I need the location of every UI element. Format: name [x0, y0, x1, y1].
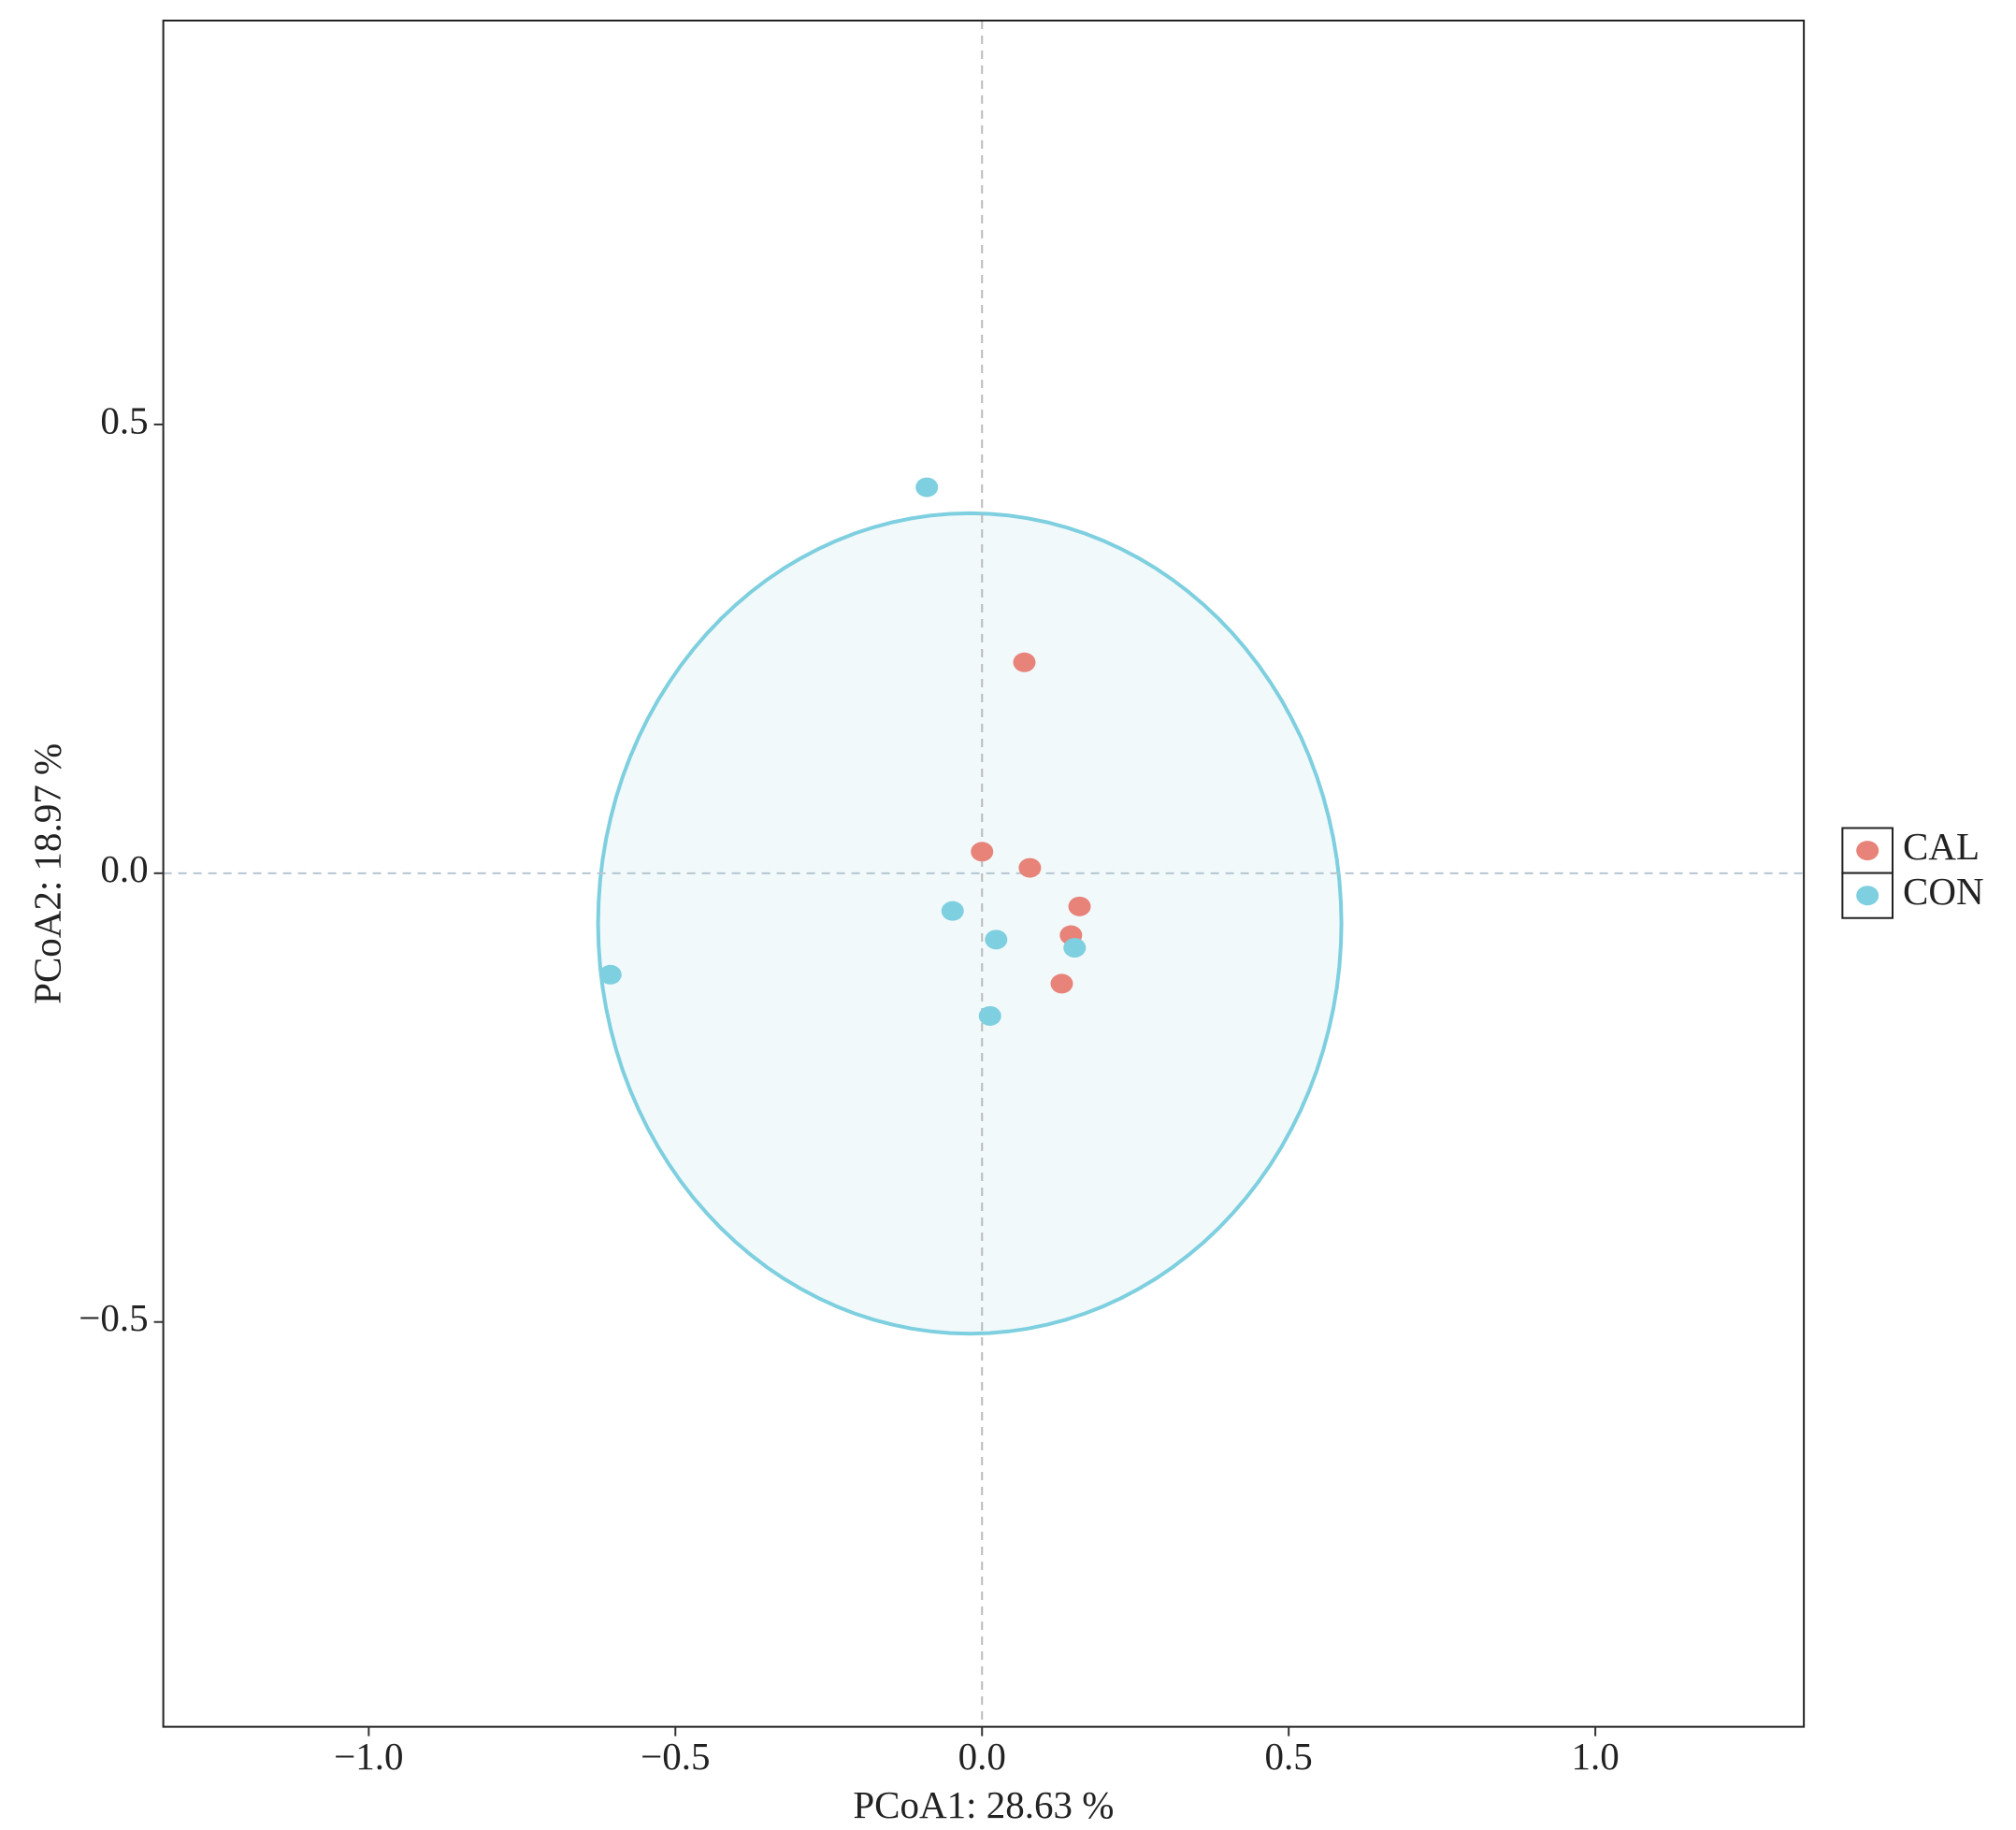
point — [915, 477, 939, 497]
point — [1050, 973, 1073, 994]
x-tick-label: −1.0 — [334, 1735, 403, 1778]
point — [1068, 896, 1091, 916]
point — [985, 929, 1008, 950]
legend-marker — [1856, 886, 1879, 906]
y-tick-label: 0.5 — [100, 398, 148, 441]
legend-marker — [1856, 841, 1879, 861]
point — [1013, 652, 1036, 672]
y-tick-label: 0.0 — [100, 847, 148, 890]
confidence-ellipse — [596, 511, 1344, 1336]
point — [1063, 937, 1087, 958]
x-tick-label: 1.0 — [1571, 1735, 1619, 1778]
y-axis-title: PCoA2: 18.97 % — [25, 743, 68, 1004]
point — [941, 901, 964, 921]
x-tick-label: 0.5 — [1265, 1735, 1313, 1778]
point — [971, 842, 994, 862]
x-axis-title: PCoA1: 28.63 % — [853, 1783, 1114, 1826]
legend-label: CON — [1903, 870, 1984, 913]
y-tick-label: −0.5 — [79, 1296, 148, 1339]
x-tick-label: 0.0 — [958, 1735, 1006, 1778]
x-tick-label: −0.5 — [641, 1735, 710, 1778]
legend-label: CAL — [1903, 825, 1980, 868]
point — [1018, 857, 1042, 878]
point — [978, 1005, 1001, 1026]
point — [598, 964, 622, 985]
